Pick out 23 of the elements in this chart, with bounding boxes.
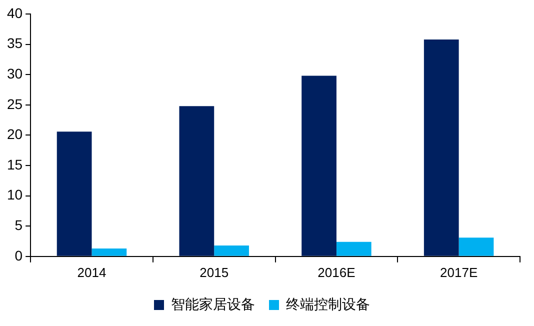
y-tick-label: 5 <box>14 216 23 233</box>
y-tick-label: 10 <box>6 186 23 203</box>
bar <box>458 238 494 256</box>
y-tick-label: 20 <box>6 126 23 142</box>
bar <box>336 242 372 256</box>
legend-label: 终端控制设备 <box>286 296 370 312</box>
bar <box>92 248 127 256</box>
y-tick-label: 25 <box>6 96 23 112</box>
y-tick-label: 30 <box>6 65 23 82</box>
bar <box>214 245 249 256</box>
y-tick-label: 15 <box>6 156 23 172</box>
x-tick-label: 2016E <box>318 264 356 280</box>
y-tick-label: 0 <box>14 247 23 264</box>
x-tick-label: 2014 <box>77 264 106 280</box>
x-tick-label: 2015 <box>200 264 229 280</box>
y-tick-label: 35 <box>6 35 23 52</box>
x-tick-label: 2017E <box>440 264 478 280</box>
legend-label: 智能家居设备 <box>171 296 255 312</box>
y-tick-label: 40 <box>6 4 23 21</box>
bar <box>424 39 459 256</box>
bar <box>56 132 92 256</box>
bar <box>179 106 214 256</box>
bar <box>302 76 336 256</box>
